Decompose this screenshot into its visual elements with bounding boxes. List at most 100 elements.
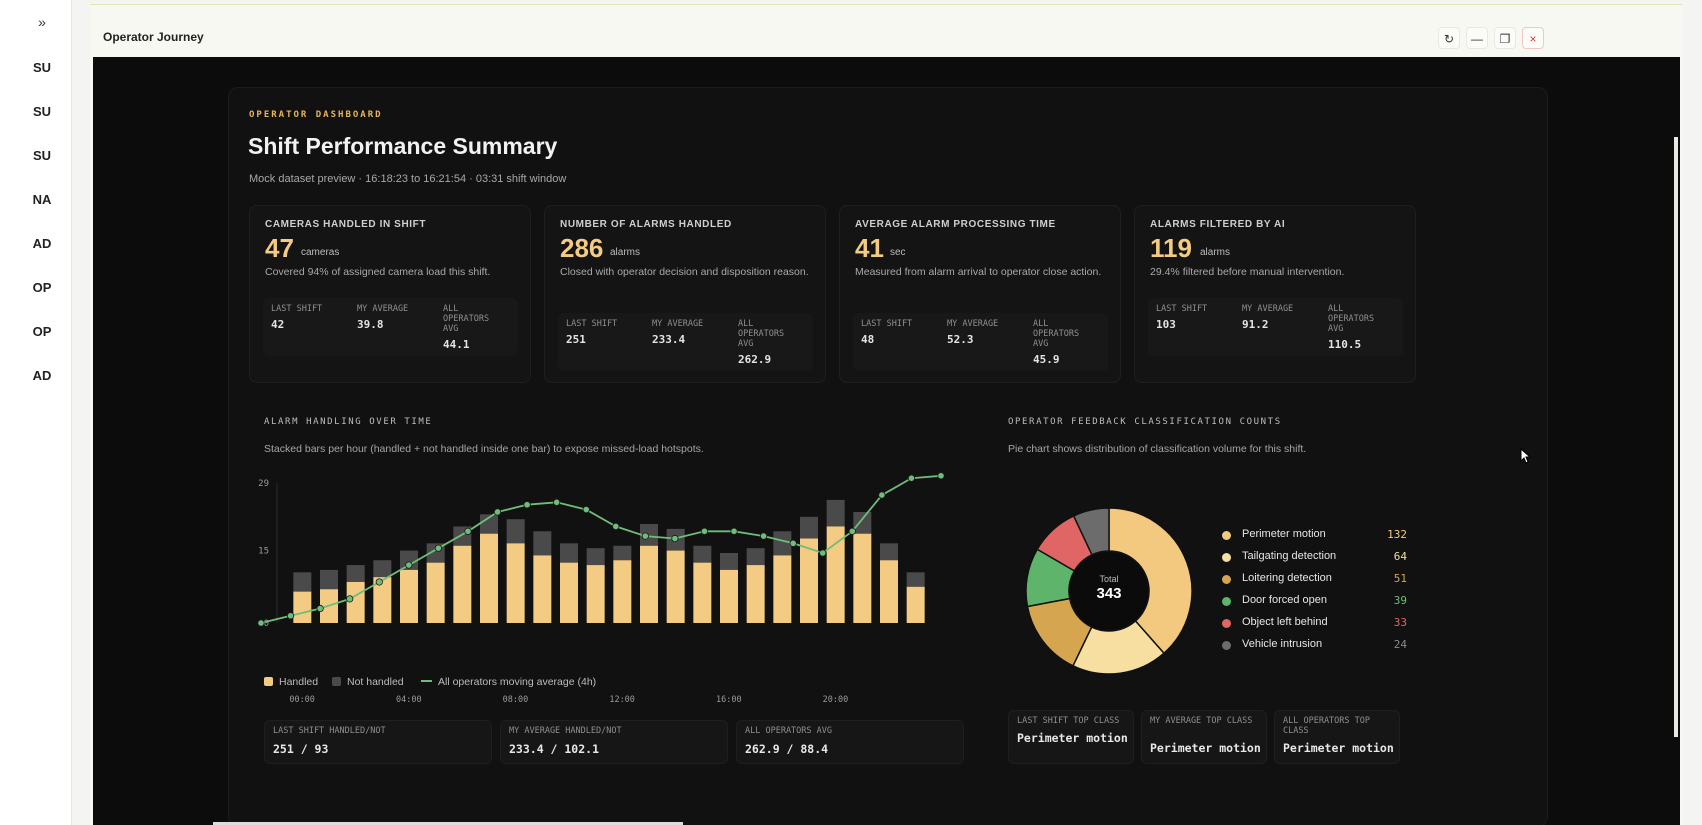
bar-handled (826, 526, 845, 623)
x-tick-label: 04:00 (396, 695, 422, 705)
alarm-section-description: Stacked bars per hour (handled + not han… (264, 443, 704, 455)
rail-item-op-1[interactable]: OP (32, 280, 52, 295)
x-tick-label: 16:00 (716, 695, 742, 705)
window-content[interactable]: OPERATOR DASHBOARD Shift Performance Sum… (93, 57, 1680, 825)
legend-category: Tailgating detection (1242, 550, 1337, 562)
close-button[interactable]: × (1522, 27, 1544, 49)
cmp-value: 39.8 (357, 318, 384, 331)
kpi-comparison: LAST SHIFT 103 MY AVERAGE 91.2 ALL OPERATO… (1148, 298, 1403, 356)
bar-handled (666, 550, 685, 623)
bottom-card-label: ALL OPERATORS AVG (745, 726, 832, 736)
window-titlebar: Operator Journey ↻ — ❐ × (90, 5, 1682, 57)
bar-not-handled (320, 569, 338, 590)
bottom-card-value: Perimeter motion (1150, 741, 1261, 755)
refresh-button[interactable]: ↻ (1438, 27, 1460, 49)
bottom-card-label: ALL OPERATORS TOP CLASS (1283, 716, 1370, 736)
legend-category: Loitering detection (1242, 572, 1332, 584)
cmp-value: 91.2 (1242, 318, 1269, 331)
bar-handled (746, 565, 765, 623)
kpi-unit: alarms (610, 247, 641, 258)
bar-not-handled (586, 548, 605, 566)
legend-swatch-handled (264, 677, 273, 686)
kpi-label: ALARMS FILTERED BY AI (1150, 219, 1286, 230)
bar-handled (560, 562, 578, 623)
kpi-description: Closed with operator decision and dispos… (560, 266, 809, 278)
cmp-value: 103 (1156, 318, 1176, 331)
cmp-last-shift: LAST SHIFT 42 (271, 304, 356, 331)
bottom-card-label: LAST SHIFT HANDLED/NOT (273, 726, 386, 736)
kpi-unit: sec (890, 247, 906, 258)
bar-not-handled (373, 560, 392, 578)
legend-label: All operators moving average (4h) (438, 676, 597, 688)
cmp-label: MY AVERAGE (357, 304, 409, 314)
rail-item-ad-1[interactable]: AD (32, 236, 52, 251)
expand-rail-button[interactable]: » (38, 14, 46, 30)
rail-item-su-2[interactable]: SU (32, 104, 52, 119)
cmp-value: 251 (566, 333, 586, 346)
rail-item-ad-2[interactable]: AD (32, 368, 52, 383)
bar-handled (640, 545, 658, 623)
bar-not-handled (613, 545, 632, 561)
alarm-bar-chart: 29 15 0 (257, 472, 945, 629)
rail-item-su-1[interactable]: SU (32, 60, 52, 75)
donut-hole (1070, 552, 1148, 630)
moving-average-point (553, 498, 561, 506)
bar-not-handled (906, 572, 925, 587)
y-tick-label: 29 (258, 479, 269, 489)
feedback-legend-item: Object left behind 33 (1222, 616, 1407, 636)
y-tick-label: 0 (264, 619, 269, 629)
bar-not-handled (826, 499, 845, 527)
moving-average-point (937, 472, 945, 480)
bar-not-handled (800, 516, 818, 539)
bar-not-handled (693, 545, 712, 563)
cmp-value: 262.9 (738, 353, 772, 366)
moving-average-point (819, 549, 827, 557)
horizontal-scrollbar[interactable] (213, 822, 683, 825)
cmp-last-shift: LAST SHIFT 251 (566, 319, 651, 346)
bar-handled (480, 533, 498, 623)
feedback-section-description: Pie chart shows distribution of classifi… (1008, 443, 1307, 455)
bar-not-handled (640, 524, 658, 546)
minimize-button[interactable]: — (1466, 27, 1488, 49)
kpi-value: 119 (1150, 233, 1192, 263)
cmp-value: 42 (271, 318, 285, 331)
legend-dot (1222, 531, 1231, 540)
donut-total-value: 343 (1096, 585, 1122, 602)
cmp-value: 110.5 (1328, 338, 1362, 351)
moving-average-point (907, 474, 916, 482)
bottom-card-label: MY AVERAGE TOP CLASS (1150, 716, 1253, 726)
rail-item-na[interactable]: NA (32, 192, 52, 207)
cmp-last-shift: LAST SHIFT 103 (1156, 304, 1241, 331)
cmp-label: MY AVERAGE (1242, 304, 1294, 314)
rail-item-op-2[interactable]: OP (32, 324, 52, 339)
page-subtitle: Mock dataset preview · 16:18:23 to 16:21… (249, 173, 567, 185)
bar-handled (293, 591, 312, 623)
moving-average-point (523, 501, 531, 509)
cmp-label: ALL OPERATORS AVG (738, 319, 785, 349)
bar-not-handled (720, 553, 738, 570)
vertical-scrollbar[interactable] (1674, 137, 1678, 737)
kpi-description: 29.4% filtered before manual interventio… (1150, 266, 1345, 278)
feedback-bottom-all-operators: ALL OPERATORS TOP CLASS Perimeter motion (1274, 710, 1400, 764)
feedback-section-title: OPERATOR FEEDBACK CLASSIFICATION COUNTS (1008, 417, 1282, 427)
moving-average-point (789, 539, 797, 547)
moving-average-point (730, 527, 738, 535)
legend-swatch-not-handled (332, 677, 341, 686)
cmp-label: LAST SHIFT (861, 319, 913, 329)
maximize-button[interactable]: ❐ (1494, 27, 1516, 49)
legend-swatch-line (421, 680, 432, 682)
donut-slice (1072, 507, 1110, 556)
rail-item-su-3[interactable]: SU (32, 148, 52, 163)
legend-dot (1222, 575, 1231, 584)
moving-average-point (612, 522, 620, 531)
window-title: Operator Journey (103, 30, 204, 44)
cmp-label: LAST SHIFT (1156, 304, 1208, 314)
bar-not-handled (506, 519, 525, 544)
bottom-card-label: MY AVERAGE HANDLED/NOT (509, 726, 622, 736)
bar-not-handled (746, 548, 765, 566)
moving-average-point (405, 561, 413, 569)
cmp-all-operators: ALL OPERATORS AVG 110.5 (1328, 304, 1390, 351)
bar-handled (400, 569, 418, 623)
kpi-card-processing-time: AVERAGE ALARM PROCESSING TIME 41 sec Mea… (839, 205, 1121, 383)
kpi-label: CAMERAS HANDLED IN SHIFT (265, 219, 427, 230)
